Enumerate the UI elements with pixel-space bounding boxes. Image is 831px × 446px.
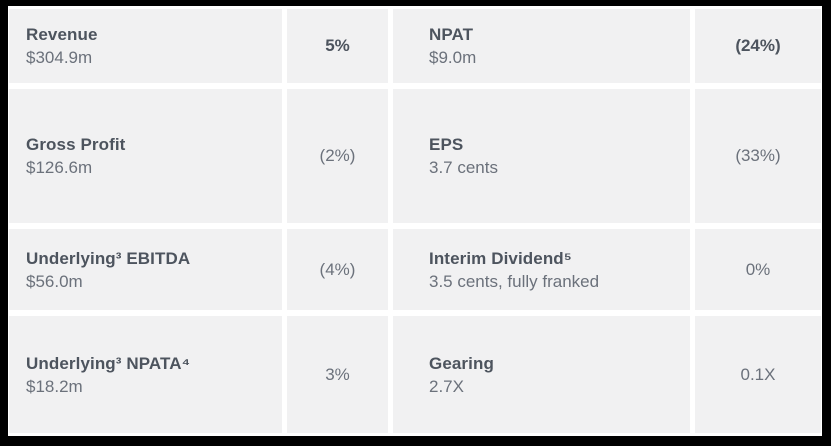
metric-cell-interim-dividend: Interim Dividend⁵ 3.5 cents, fully frank…	[393, 229, 690, 310]
change-cell-npat: (24%)	[695, 9, 821, 83]
change-cell-gearing: 0.1X	[695, 316, 821, 433]
metric-label: NPAT	[429, 25, 474, 44]
metric-cell-gross-profit: Gross Profit $126.6m	[9, 89, 282, 223]
change-cell-underlying-ebitda: (4%)	[287, 229, 388, 310]
change-cell-revenue: 5%	[287, 9, 388, 83]
metric-value: $304.9m	[26, 48, 93, 67]
metric-cell-revenue: Revenue $304.9m	[9, 9, 282, 83]
metric-label: Underlying³ NPATA⁴	[26, 353, 191, 373]
metric-label: Interim Dividend⁵	[429, 248, 572, 268]
metric-label: Gearing	[429, 353, 494, 373]
metric-value: 3.7 cents	[429, 158, 498, 177]
metric-label: EPS	[429, 135, 464, 154]
metric-value: 2.7X	[429, 376, 464, 396]
change-cell-interim-dividend: 0%	[695, 229, 821, 310]
change-cell-underlying-npata: 3%	[287, 316, 388, 433]
metrics-grid: Revenue $304.9m 5% NPAT $9.0m (24%) Gros…	[9, 9, 821, 433]
change-cell-eps: (33%)	[695, 89, 821, 223]
metric-value: $56.0m	[26, 271, 83, 291]
metric-value: $126.6m	[26, 158, 93, 177]
change-cell-gross-profit: (2%)	[287, 89, 388, 223]
metric-value: $9.0m	[429, 48, 477, 67]
metric-value: $18.2m	[26, 376, 83, 396]
metric-cell-gearing: Gearing 2.7X	[393, 316, 690, 433]
metric-cell-underlying-npata: Underlying³ NPATA⁴ $18.2m	[9, 316, 282, 433]
metric-label: Underlying³ EBITDA	[26, 248, 191, 268]
metric-label: Revenue	[26, 25, 98, 44]
metric-cell-underlying-ebitda: Underlying³ EBITDA $56.0m	[9, 229, 282, 310]
metric-cell-eps: EPS 3.7 cents	[393, 89, 690, 223]
metric-value: 3.5 cents, fully franked	[429, 271, 600, 291]
metric-cell-npat: NPAT $9.0m	[393, 9, 690, 83]
metric-label: Gross Profit	[26, 135, 126, 154]
